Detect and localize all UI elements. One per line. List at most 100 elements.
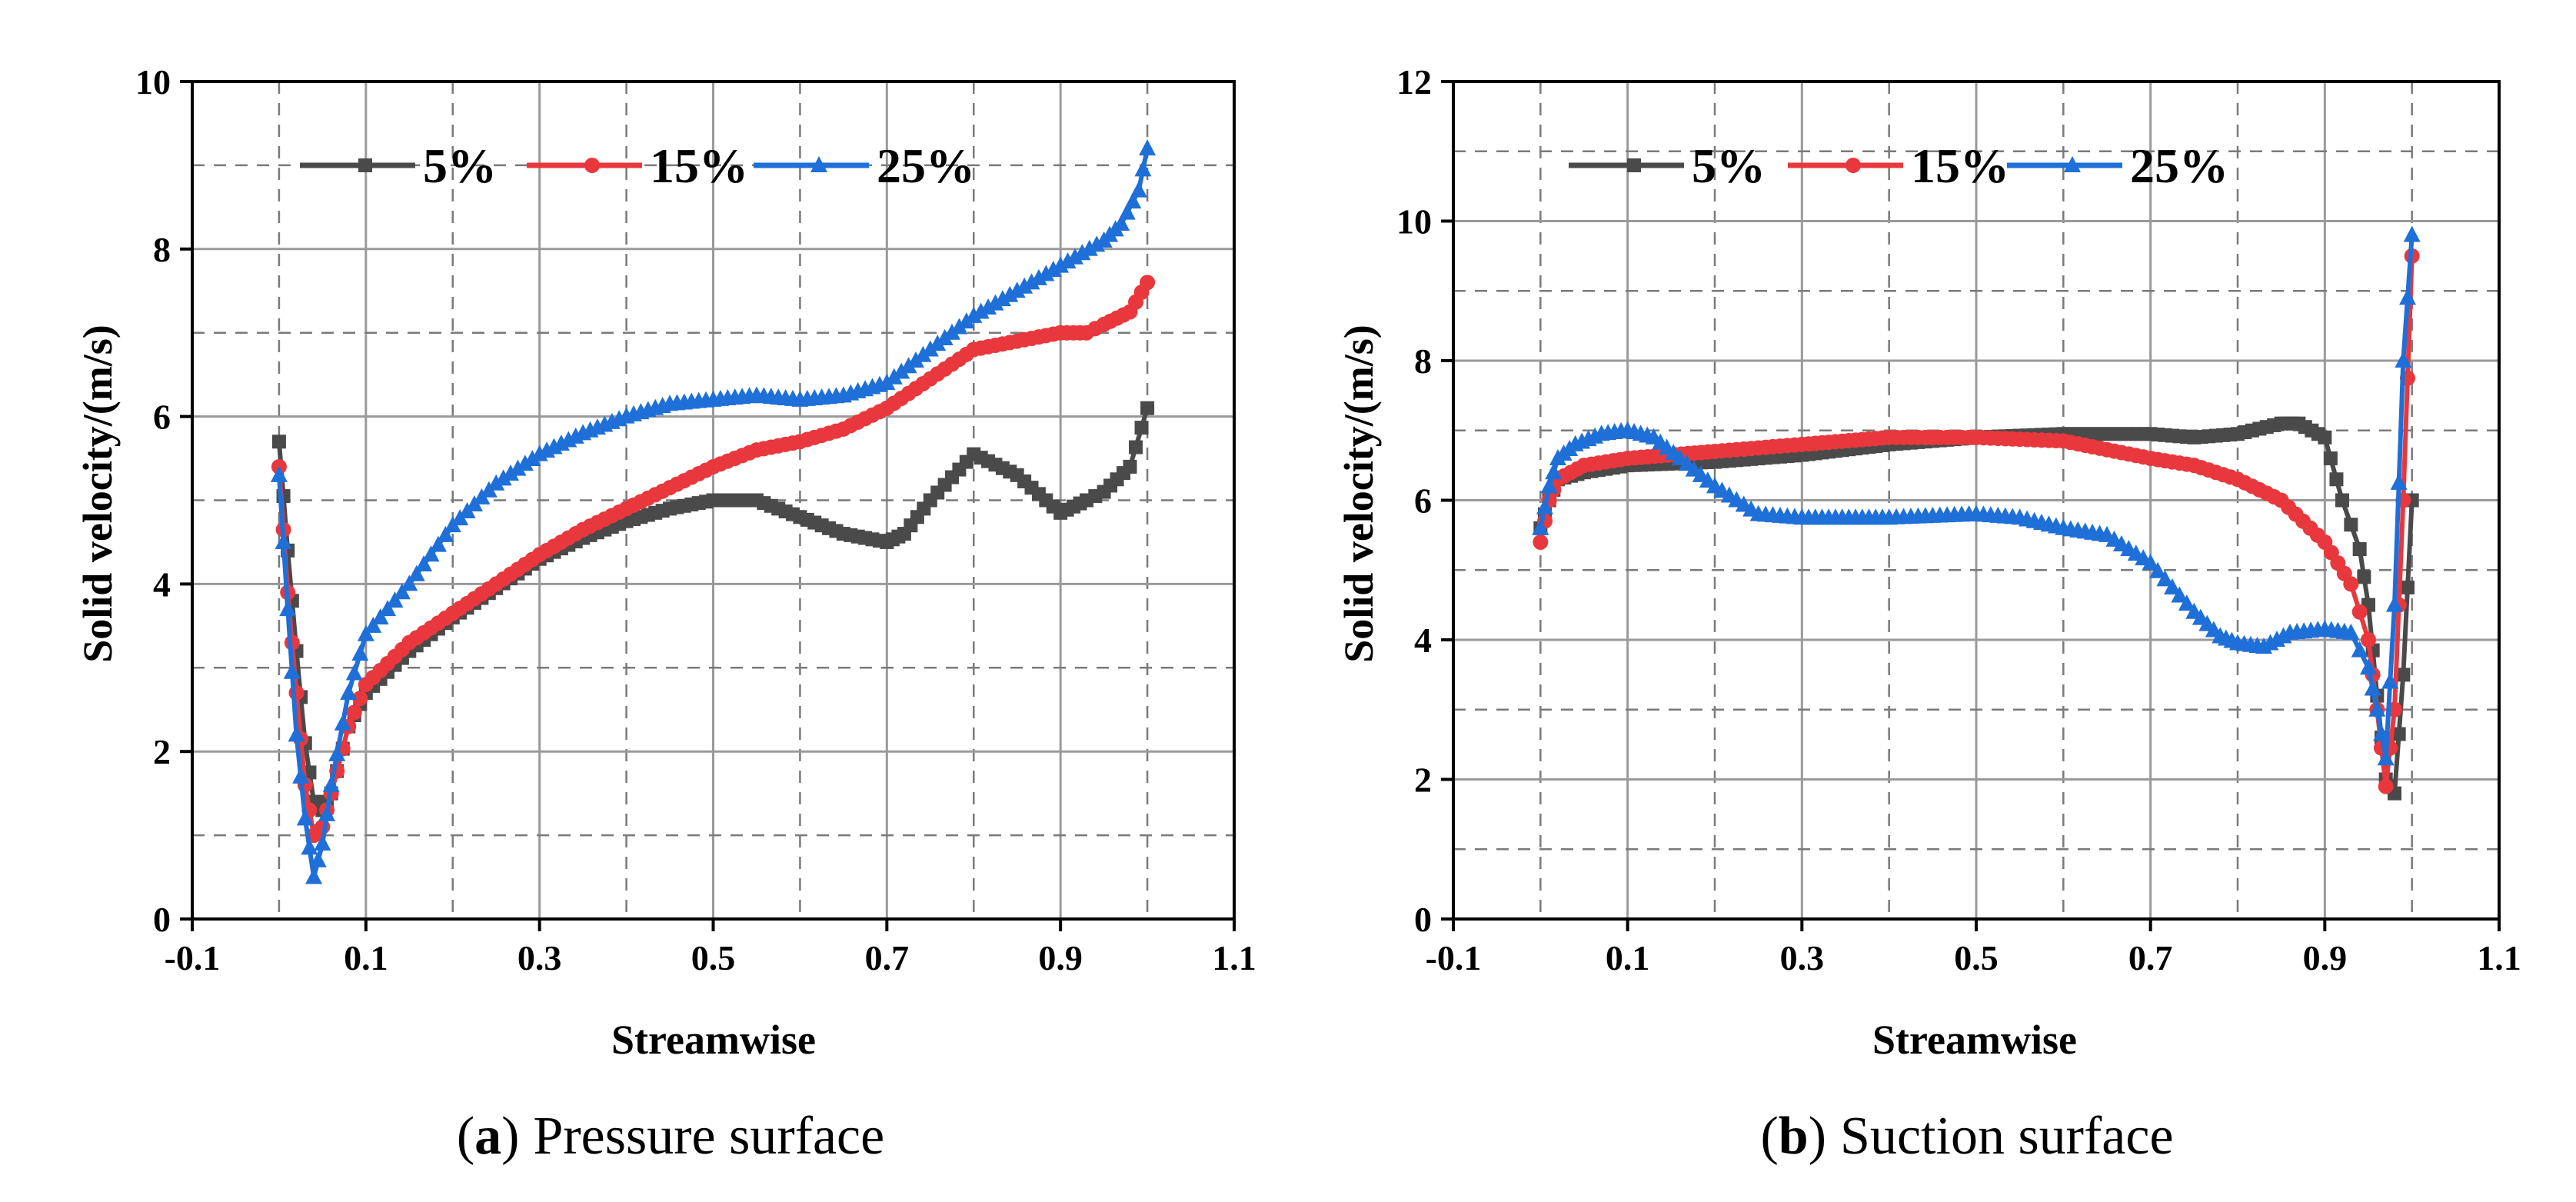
- caption-b: (b) Suction surface: [1760, 1107, 2173, 1166]
- series-25pct-point: [2368, 700, 2386, 717]
- legend-item-5pct: 5%: [300, 138, 497, 193]
- legend-marker: [1627, 158, 1641, 172]
- series-25pct-point: [415, 554, 433, 571]
- series-25pct-point: [1044, 261, 1062, 278]
- x-tick-label: 0.7: [865, 938, 910, 977]
- series-25pct-point: [357, 624, 374, 641]
- series-25pct-point: [950, 318, 968, 335]
- series-25pct-point: [972, 302, 990, 319]
- series-25pct-point: [1073, 244, 1091, 261]
- series-25pct-point: [309, 851, 327, 867]
- series-25pct-point: [524, 449, 541, 466]
- series-25pct-point: [944, 323, 961, 340]
- series-25pct-point: [1088, 235, 1106, 252]
- y-tick-label: 10: [135, 62, 171, 102]
- legend-marker: [358, 158, 372, 172]
- series-5pct-point: [2323, 451, 2338, 466]
- series-25pct-point: [422, 545, 440, 562]
- series-25pct-point: [1016, 277, 1033, 294]
- series-25pct-point: [1134, 160, 1152, 177]
- series-25pct-point: [379, 600, 397, 617]
- series-25pct-point: [1037, 265, 1055, 281]
- series-25pct-point: [2403, 225, 2421, 242]
- y-tick-label: 12: [1396, 62, 1432, 102]
- series-25pct-point: [314, 834, 331, 851]
- series-5pct-point: [2401, 580, 2415, 594]
- x-tick-label: 1.1: [2477, 938, 2521, 977]
- series-25pct-point: [340, 683, 358, 700]
- caption-close-a: ): [501, 1107, 519, 1166]
- series-25pct-point: [2142, 554, 2159, 571]
- x-axis-label-b: Streamwise: [1872, 1017, 2077, 1063]
- series-25pct-point: [429, 535, 447, 552]
- series-25pct-point: [2360, 658, 2377, 675]
- series-15pct-point: [352, 691, 368, 707]
- series-25pct-point: [328, 744, 346, 761]
- series-25pct-point: [305, 867, 323, 884]
- legend-label: 15%: [650, 138, 748, 193]
- legend-a: 5% 15% 25%: [300, 138, 975, 193]
- series-15pct-point: [346, 704, 362, 721]
- series-25pct-point: [921, 340, 939, 357]
- series-25pct-point: [275, 532, 292, 549]
- y-axis-label-a: Solid velocity/(m/s): [75, 325, 121, 662]
- x-tick-label: 0.1: [344, 938, 388, 977]
- series-25pct: [1532, 225, 2421, 766]
- series-25pct-point: [2373, 724, 2390, 741]
- series-25pct-point: [1130, 181, 1147, 198]
- legend-item-25pct: 25%: [2007, 138, 2228, 193]
- series-15pct-point: [2378, 778, 2394, 794]
- series-25pct-point: [2178, 594, 2195, 611]
- series-5pct-point: [271, 435, 286, 449]
- legend-marker: [2064, 156, 2081, 172]
- series-25pct-point: [1023, 273, 1040, 290]
- legend-label: 15%: [1911, 138, 2009, 193]
- series-25pct-point: [288, 725, 305, 742]
- y-tick-label: 6: [1414, 481, 1432, 521]
- series-25pct-point: [1139, 139, 1157, 156]
- series-25pct-point: [980, 298, 997, 315]
- y-tick-label: 8: [1414, 341, 1432, 381]
- series-5pct-point: [2329, 472, 2344, 487]
- series-25pct-point: [364, 616, 382, 633]
- series-25pct-point: [2164, 578, 2181, 594]
- grid-a: [192, 82, 1234, 919]
- ticks-b: -0.1 0.1 0.3 0.5 0.7 0.9 1.1 0 2 4 6 8 10 12: [1396, 62, 2521, 977]
- series-25pct-point: [1545, 463, 1563, 480]
- y-tick-label: 0: [1414, 900, 1432, 939]
- panel-pressure-surface: -0.1 0.1 0.3 0.5 0.7 0.9 1.1 0 2 4 6 8 10 5% 15% 25% S…: [75, 62, 1256, 1166]
- y-tick-label: 6: [153, 398, 171, 437]
- series-b: [1532, 225, 2421, 801]
- series-25pct-point: [878, 374, 896, 391]
- series-25pct-point: [1124, 192, 1142, 209]
- caption-text-b: Suction surface: [1840, 1107, 2173, 1166]
- series-25pct-point: [929, 335, 947, 351]
- legend-item-25pct: 25%: [754, 138, 975, 193]
- series-25pct-point: [516, 454, 534, 471]
- series-25pct-point: [1066, 248, 1083, 265]
- series-25pct-point: [1540, 477, 1558, 494]
- caption-text-a: Pressure surface: [533, 1107, 884, 1166]
- caption-open-b: (: [1760, 1107, 1778, 1166]
- series-15pct-point: [1533, 534, 1549, 550]
- caption-label-a: a: [474, 1107, 501, 1166]
- series-25pct-point: [301, 838, 318, 855]
- series-25pct-point: [334, 714, 351, 731]
- series-25pct-point: [1536, 498, 1553, 514]
- caption-a: (a) Pressure surface: [457, 1107, 884, 1166]
- series-15pct: [1533, 248, 2420, 794]
- series-5pct-point: [2335, 493, 2349, 508]
- series-25pct-point: [987, 294, 1004, 311]
- y-tick-label: 8: [153, 230, 171, 269]
- x-axis-label-a: Streamwise: [611, 1017, 816, 1063]
- y-tick-label: 2: [153, 732, 171, 771]
- x-tick-label: 0.5: [691, 938, 736, 977]
- legend-label: 5%: [1692, 138, 1766, 193]
- series-25pct-point: [488, 474, 505, 491]
- series-25pct-point: [296, 809, 314, 826]
- series-25pct-point: [408, 564, 425, 581]
- series-25pct-point: [2156, 570, 2174, 587]
- series-25pct-point: [1532, 518, 1549, 535]
- x-tick-label: 0.9: [1038, 938, 1083, 977]
- legend-label: 5%: [423, 138, 497, 193]
